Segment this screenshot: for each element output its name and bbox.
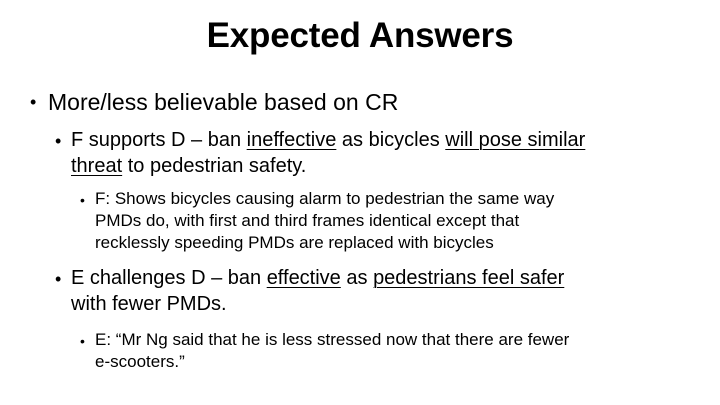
f-detail-line3: recklessly speeding PMDs are replaced wi… (95, 233, 494, 252)
e-text: as (340, 267, 374, 289)
bullet-e-line2: with fewer PMDs. (71, 293, 227, 315)
bullet-e-line1: E challenges D – ban effective as pedest… (71, 267, 564, 290)
e-detail-line2: e-scooters.” (95, 352, 185, 371)
e-detail-line1: E: “Mr Ng said that he is less stressed … (95, 330, 570, 349)
bullet-dot: • (80, 192, 85, 208)
e-underlined-safer: pedestrians feel safer (373, 267, 565, 289)
e-text: E challenges D – ban (71, 267, 267, 289)
slide-title: Expected Answers (206, 16, 514, 55)
bullet-dot: • (55, 131, 62, 151)
f-text: F supports D – ban (71, 129, 247, 151)
bullet-f-line1: F supports D – ban ineffective as bicycl… (71, 129, 585, 152)
bullet-f-line2: threat to pedestrian safety. (71, 155, 306, 178)
bullet-level1: More/less believable based on CR (48, 89, 399, 115)
bullet-dot: • (55, 269, 62, 289)
f-underlined-threat: threat (71, 155, 123, 177)
f-underlined-similar: will pose similar (445, 129, 586, 151)
f-text: as bicycles (336, 129, 446, 151)
f-text: to pedestrian safety. (122, 155, 307, 177)
bullet-dot: • (80, 333, 85, 349)
f-underlined-ineffective: ineffective (246, 129, 337, 151)
f-detail-line2: PMDs do, with first and third frames ide… (95, 211, 520, 230)
e-underlined-effective: effective (266, 267, 341, 289)
f-detail-line1: F: Shows bicycles causing alarm to pedes… (95, 189, 555, 208)
bullet-dot: • (30, 92, 37, 112)
